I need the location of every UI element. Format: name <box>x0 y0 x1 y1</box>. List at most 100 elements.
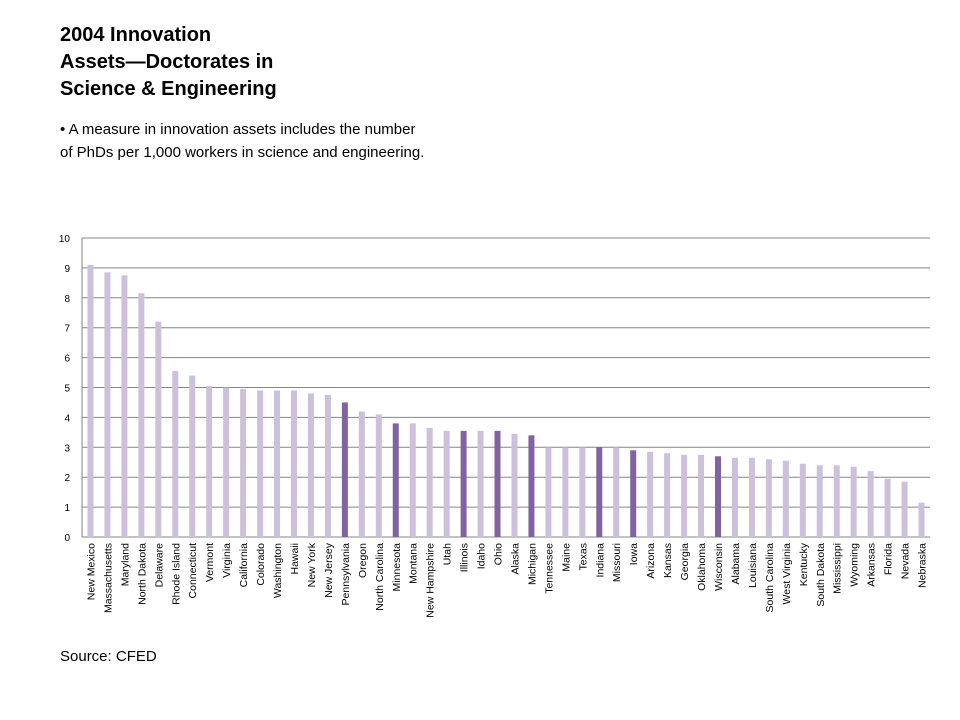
bar <box>494 430 501 537</box>
bar <box>392 423 399 537</box>
y-tick-label: 10 <box>59 234 71 245</box>
bar <box>274 390 281 537</box>
title-line-1: 2004 Innovation <box>60 24 212 46</box>
y-tick-label: 6 <box>64 354 70 365</box>
slide-title: 2004 Innovation Assets—Doctorates in Sci… <box>60 22 480 103</box>
bar <box>562 447 569 537</box>
x-tick-label: Tennessee <box>543 543 555 594</box>
title-line-3: Science & Engineering <box>60 78 277 100</box>
bar <box>782 460 789 537</box>
y-tick-label: 0 <box>64 533 70 544</box>
x-tick-label: Delaware <box>153 543 165 588</box>
x-tick-label: Illinois <box>459 543 471 572</box>
x-tick-label: Louisiana <box>747 543 759 588</box>
bar <box>477 430 484 537</box>
x-tick-label: Minnesota <box>391 543 403 592</box>
y-tick-label: 1 <box>64 503 70 514</box>
bar <box>426 427 433 537</box>
y-tick-label: 3 <box>64 443 70 454</box>
bar <box>172 371 179 537</box>
bar <box>613 447 620 537</box>
bar <box>443 430 450 537</box>
bar <box>765 459 772 537</box>
y-tick-label: 5 <box>64 384 70 395</box>
bar <box>731 457 738 537</box>
bar <box>324 394 331 537</box>
bar <box>596 447 603 537</box>
x-tick-label: Massachusetts <box>102 543 114 613</box>
bar <box>681 454 688 537</box>
bar <box>833 465 840 537</box>
x-tick-label: Oregon <box>357 543 369 578</box>
bar <box>901 481 908 537</box>
x-tick-label: Vermont <box>204 543 216 582</box>
bar <box>155 321 162 537</box>
x-tick-label: Maine <box>560 543 572 572</box>
y-tick-label: 2 <box>64 473 70 484</box>
bar <box>715 456 721 537</box>
x-tick-label: Kentucky <box>798 542 810 586</box>
x-tick-label: New Hampshire <box>425 543 437 618</box>
x-tick-label: Hawaii <box>289 543 301 575</box>
x-tick-label: Arizona <box>645 543 657 579</box>
x-tick-label: Indiana <box>594 543 606 578</box>
x-tick-label: Virginia <box>221 543 233 578</box>
bar <box>257 390 264 537</box>
x-tick-label: Wisconsin <box>713 543 725 591</box>
bar <box>630 450 637 537</box>
y-tick-label: 4 <box>64 413 70 424</box>
x-tick-label: New York <box>306 542 318 587</box>
bullet-line-2: of PhDs per 1,000 workers in science and… <box>60 144 425 161</box>
x-tick-label: North Dakota <box>136 543 148 605</box>
x-tick-label: Idaho <box>476 543 488 569</box>
bar <box>647 451 654 537</box>
bar <box>341 402 348 537</box>
bar <box>867 471 874 537</box>
bar <box>511 433 518 537</box>
bar <box>409 423 416 537</box>
x-tick-label: Nevada <box>900 543 912 579</box>
bar <box>528 435 535 537</box>
x-tick-label: Utah <box>442 543 454 565</box>
bar <box>918 502 925 537</box>
bar <box>189 375 196 537</box>
y-tick-label: 8 <box>64 294 70 305</box>
x-tick-label: Oklahoma <box>696 543 708 591</box>
x-tick-label: North Carolina <box>374 543 386 611</box>
x-tick-label: Rhode Island <box>170 543 182 605</box>
x-tick-label: Iowa <box>628 543 640 565</box>
x-tick-label: Ohio <box>493 543 505 565</box>
bar <box>748 457 755 537</box>
x-tick-label: Pennsylvania <box>340 543 352 606</box>
x-tick-label: Washington <box>272 543 284 598</box>
x-tick-label: Connecticut <box>187 543 199 599</box>
x-tick-label: Arkansas <box>866 543 878 587</box>
x-tick-label: Nebraska <box>917 543 929 588</box>
bar <box>223 387 230 537</box>
x-tick-label: Kansas <box>662 543 674 578</box>
x-tick-label: Missouri <box>611 543 623 582</box>
x-tick-label: Mississippi <box>832 543 844 594</box>
bar <box>884 478 891 537</box>
x-tick-label: Maryland <box>119 543 131 586</box>
x-tick-label: New Jersey <box>323 542 335 598</box>
bar <box>206 386 213 537</box>
bar <box>291 390 297 537</box>
x-tick-label: New Mexico <box>85 543 97 600</box>
x-tick-label: California <box>238 543 250 588</box>
bar <box>104 272 111 537</box>
bar <box>87 264 94 537</box>
bar <box>664 453 671 537</box>
source-note: Source: CFED <box>60 648 157 665</box>
y-tick-label: 9 <box>64 264 70 275</box>
x-tick-label: Wyoming <box>849 543 861 587</box>
x-tick-label: Montana <box>408 543 420 584</box>
bar <box>698 454 705 537</box>
x-tick-label: South Carolina <box>764 543 776 613</box>
bullet-text: • A measure in innovation assets include… <box>60 118 480 164</box>
bullet-line-1: • A measure in innovation assets include… <box>60 121 416 138</box>
x-tick-label: Alaska <box>509 543 521 575</box>
x-tick-label: South Dakota <box>815 543 827 607</box>
bar <box>138 293 145 537</box>
